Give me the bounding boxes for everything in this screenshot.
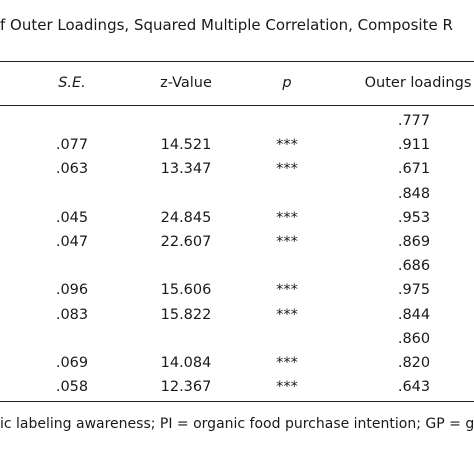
p-cell: *** bbox=[276, 161, 298, 177]
z-value-cell: 22.607 bbox=[160, 234, 212, 250]
p-cell: *** bbox=[276, 210, 298, 226]
outer-loading-cell: .777 bbox=[397, 113, 431, 129]
outer-loading-cell: .860 bbox=[397, 331, 431, 347]
z-value-cell: 15.822 bbox=[160, 307, 212, 323]
p-cell: *** bbox=[276, 307, 298, 323]
p-cell: *** bbox=[276, 137, 298, 153]
outer-loading-cell: .869 bbox=[397, 234, 431, 250]
outer-loading-cell: .686 bbox=[397, 258, 431, 274]
z-value-cell: 14.521 bbox=[160, 137, 212, 153]
se-cell: .063 bbox=[55, 161, 89, 177]
outer-loading-cell: .671 bbox=[397, 161, 431, 177]
header-rule bbox=[0, 105, 474, 106]
header-z-value: z-Value bbox=[160, 75, 212, 91]
se-cell: .058 bbox=[55, 379, 89, 395]
z-value-cell: 14.084 bbox=[160, 355, 212, 371]
bottom-rule bbox=[0, 401, 474, 402]
p-cell: *** bbox=[276, 355, 298, 371]
se-cell: .096 bbox=[55, 282, 89, 298]
header-p: p bbox=[282, 75, 292, 91]
se-cell: .045 bbox=[55, 210, 89, 226]
outer-loading-cell: .844 bbox=[397, 307, 431, 323]
header-outer-loadings: Outer loadings bbox=[364, 75, 472, 91]
se-cell: .077 bbox=[55, 137, 89, 153]
se-cell: .083 bbox=[55, 307, 89, 323]
p-cell: *** bbox=[276, 379, 298, 395]
z-value-cell: 15.606 bbox=[160, 282, 212, 298]
z-value-cell: 13.347 bbox=[160, 161, 212, 177]
outer-loading-cell: .643 bbox=[397, 379, 431, 395]
table-note: ic labeling awareness; PI = organic food… bbox=[0, 416, 474, 432]
outer-loading-cell: .911 bbox=[397, 137, 431, 153]
p-cell: *** bbox=[276, 234, 298, 250]
se-cell: .047 bbox=[55, 234, 89, 250]
header-se: S.E. bbox=[58, 75, 86, 91]
outer-loading-cell: .848 bbox=[397, 186, 431, 202]
z-value-cell: 24.845 bbox=[160, 210, 212, 226]
outer-loading-cell: .975 bbox=[397, 282, 431, 298]
outer-loading-cell: .820 bbox=[397, 355, 431, 371]
top-rule bbox=[0, 61, 474, 62]
table-caption: f Outer Loadings, Squared Multiple Corre… bbox=[0, 16, 453, 34]
outer-loading-cell: .953 bbox=[397, 210, 431, 226]
p-cell: *** bbox=[276, 282, 298, 298]
se-cell: .069 bbox=[55, 355, 89, 371]
z-value-cell: 12.367 bbox=[160, 379, 212, 395]
